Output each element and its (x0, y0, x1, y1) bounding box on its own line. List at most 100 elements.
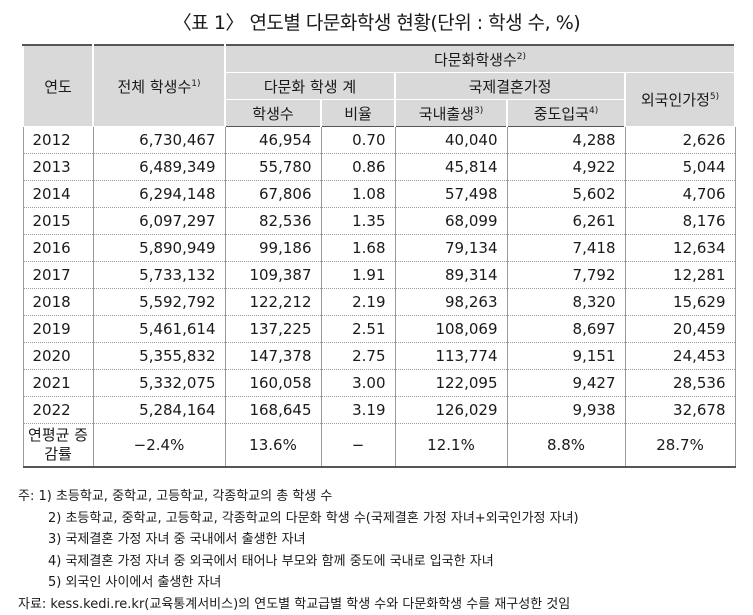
table-title: 〈표 1〉 연도별 다문화학생 현황(단위 : 학생 수, %) (0, 8, 753, 35)
row-domestic: 98,263 (395, 289, 507, 316)
row-year: 2021 (23, 370, 93, 397)
row-domestic: 89,314 (395, 262, 507, 289)
growth-foreign: 28.7% (625, 424, 735, 468)
row-year: 2012 (23, 127, 93, 154)
header-total-students: 전체 학생수1) (93, 45, 225, 127)
row-students: 99,186 (225, 235, 321, 262)
row-mid: 4,288 (507, 127, 625, 154)
row-foreign: 4,706 (625, 181, 735, 208)
row-ratio: 3.19 (321, 397, 395, 424)
header-mid-entry: 중도입국4) (507, 100, 625, 127)
row-mid: 8,320 (507, 289, 625, 316)
header-multicultural-total: 다문화 학생 계 (225, 73, 395, 100)
header-multi-group-label: 다문화학생수 (434, 51, 517, 69)
row-total: 6,294,148 (93, 181, 225, 208)
growth-ratio: − (321, 424, 395, 468)
row-mid: 7,418 (507, 235, 625, 262)
row-foreign: 15,629 (625, 289, 735, 316)
row-total: 5,890,949 (93, 235, 225, 262)
row-ratio: 2.19 (321, 289, 395, 316)
row-year: 2013 (23, 154, 93, 181)
row-domestic: 113,774 (395, 343, 507, 370)
header-intl-marriage: 국제결혼가정 (395, 73, 625, 100)
header-year: 연도 (23, 45, 93, 127)
row-mid: 6,261 (507, 208, 625, 235)
row-ratio: 0.86 (321, 154, 395, 181)
row-total: 5,355,832 (93, 343, 225, 370)
row-foreign: 20,459 (625, 316, 735, 343)
row-foreign: 24,453 (625, 343, 735, 370)
row-students: 137,225 (225, 316, 321, 343)
row-students: 160,058 (225, 370, 321, 397)
header-domestic-sup: 3) (474, 106, 483, 116)
row-students: 122,212 (225, 289, 321, 316)
row-students: 109,387 (225, 262, 321, 289)
row-students: 82,536 (225, 208, 321, 235)
row-mid: 9,151 (507, 343, 625, 370)
row-year: 2015 (23, 208, 93, 235)
note-3: 3) 국제결혼 가정 자녀 중 국내에서 출생한 자녀 (18, 529, 743, 551)
growth-students: 13.6% (225, 424, 321, 468)
row-year: 2016 (23, 235, 93, 262)
note-4: 4) 국제결혼 가정 자녀 중 외국에서 태어나 부모와 함께 중도에 국내로 … (18, 551, 743, 573)
row-domestic: 57,498 (395, 181, 507, 208)
row-foreign: 12,634 (625, 235, 735, 262)
header-students: 학생수 (225, 100, 321, 127)
growth-total: −2.4% (93, 424, 225, 468)
note-1-text: 1) 초등학교, 중학교, 고등학교, 각종학교의 총 학생 수 (38, 489, 332, 504)
header-foreign-family: 외국인가정5) (625, 73, 735, 127)
footnotes: 주: 1) 초등학교, 중학교, 고등학교, 각종학교의 총 학생 수 2) 초… (18, 486, 743, 615)
row-domestic: 68,099 (395, 208, 507, 235)
note-1: 주: 1) 초등학교, 중학교, 고등학교, 각종학교의 총 학생 수 (18, 486, 743, 508)
row-foreign: 12,281 (625, 262, 735, 289)
row-domestic: 45,814 (395, 154, 507, 181)
growth-mid: 8.8% (507, 424, 625, 468)
row-students: 168,645 (225, 397, 321, 424)
row-mid: 5,602 (507, 181, 625, 208)
note-prefix: 주: (18, 489, 34, 504)
header-mid-label: 중도입국 (534, 105, 589, 123)
row-domestic: 79,134 (395, 235, 507, 262)
note-5: 5) 외국인 사이에서 출생한 자녀 (18, 572, 743, 594)
row-domestic: 122,095 (395, 370, 507, 397)
row-year: 2014 (23, 181, 93, 208)
multicultural-students-table: 연도 전체 학생수1) 다문화학생수2) 다문화 학생 계 국제결혼가정 외국인… (22, 44, 736, 468)
row-domestic: 108,069 (395, 316, 507, 343)
row-domestic: 40,040 (395, 127, 507, 154)
row-foreign: 32,678 (625, 397, 735, 424)
row-students: 46,954 (225, 127, 321, 154)
row-students: 55,780 (225, 154, 321, 181)
row-ratio: 0.70 (321, 127, 395, 154)
row-ratio: 1.91 (321, 262, 395, 289)
row-mid: 9,938 (507, 397, 625, 424)
header-multicultural-group: 다문화학생수2) (225, 45, 735, 73)
row-students: 147,378 (225, 343, 321, 370)
row-foreign: 28,536 (625, 370, 735, 397)
row-foreign: 2,626 (625, 127, 735, 154)
row-ratio: 1.35 (321, 208, 395, 235)
row-total: 5,461,614 (93, 316, 225, 343)
header-total-label: 전체 학생수 (117, 78, 191, 96)
row-ratio: 2.51 (321, 316, 395, 343)
row-total: 6,097,297 (93, 208, 225, 235)
row-ratio: 1.08 (321, 181, 395, 208)
row-mid: 7,792 (507, 262, 625, 289)
row-foreign: 8,176 (625, 208, 735, 235)
header-foreign-sup: 5) (710, 92, 719, 102)
row-ratio: 2.75 (321, 343, 395, 370)
header-domestic-born: 국내출생3) (395, 100, 507, 127)
row-year: 2017 (23, 262, 93, 289)
row-total: 6,730,467 (93, 127, 225, 154)
row-total: 5,284,164 (93, 397, 225, 424)
